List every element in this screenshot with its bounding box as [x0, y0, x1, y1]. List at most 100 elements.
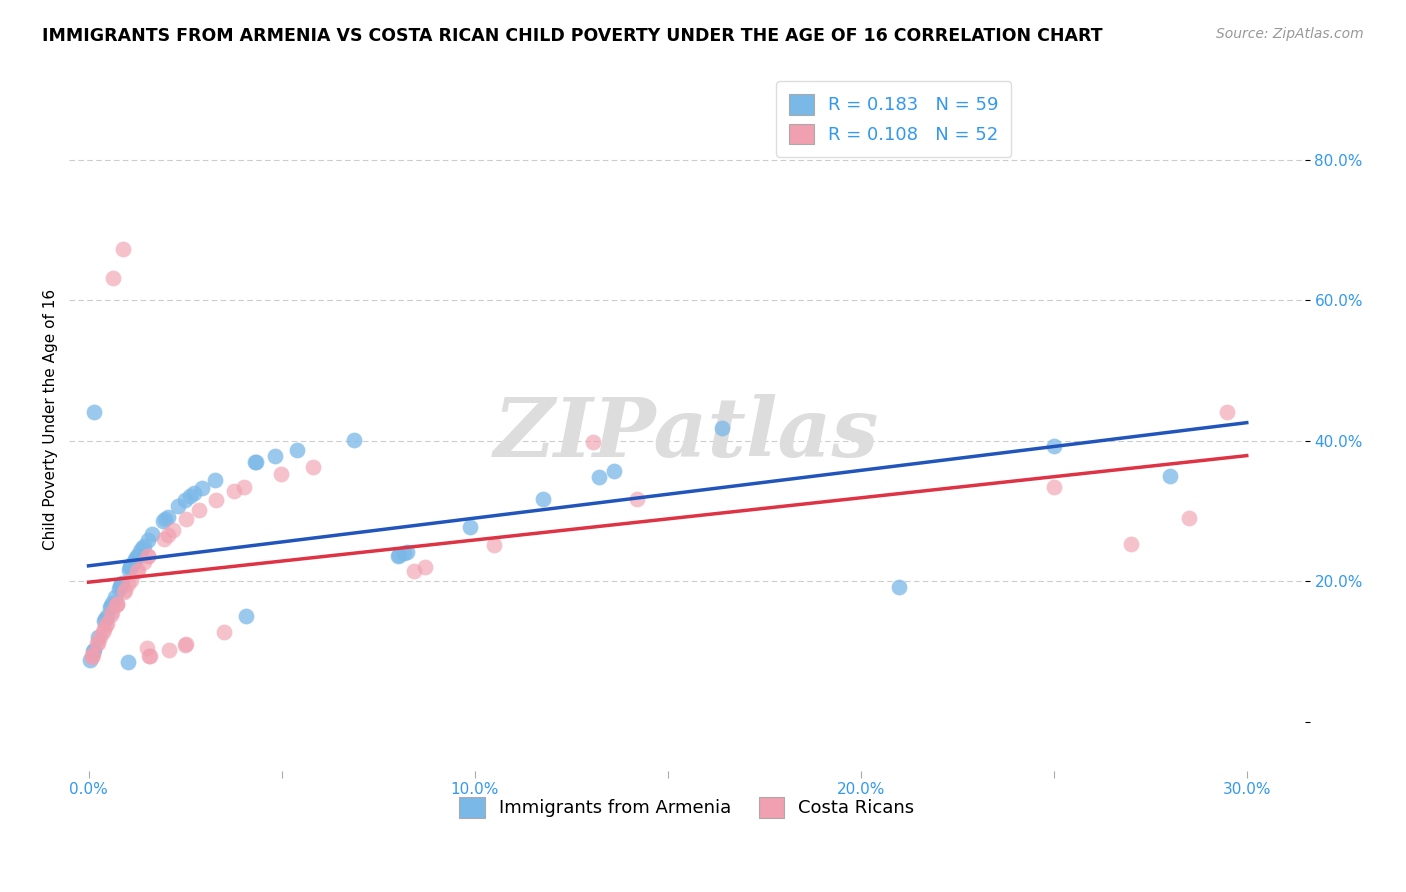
- Point: [395, 545, 418, 559]
- Point: [83, 642, 105, 657]
- Point: [889, 580, 911, 594]
- Point: [124, 551, 146, 566]
- Point: [104, 598, 127, 612]
- Point: [141, 527, 163, 541]
- Point: [301, 460, 323, 475]
- Point: [82, 648, 104, 662]
- Point: [204, 473, 226, 487]
- Point: [96, 615, 118, 630]
- Point: [120, 574, 142, 588]
- Point: [174, 637, 197, 651]
- Text: Source: ZipAtlas.com: Source: ZipAtlas.com: [1216, 27, 1364, 41]
- Text: ZIPatlas: ZIPatlas: [494, 393, 880, 474]
- Point: [125, 549, 148, 564]
- Point: [117, 577, 139, 591]
- Point: [402, 564, 425, 578]
- Point: [110, 578, 132, 592]
- Point: [107, 582, 129, 596]
- Point: [245, 454, 267, 468]
- Point: [86, 636, 108, 650]
- Text: IMMIGRANTS FROM ARMENIA VS COSTA RICAN CHILD POVERTY UNDER THE AGE OF 16 CORRELA: IMMIGRANTS FROM ARMENIA VS COSTA RICAN C…: [42, 27, 1102, 45]
- Point: [125, 549, 148, 564]
- Point: [86, 636, 108, 650]
- Point: [232, 480, 254, 494]
- Point: [105, 597, 128, 611]
- Point: [110, 577, 132, 591]
- Point: [91, 624, 114, 639]
- Point: [162, 523, 184, 537]
- Point: [100, 607, 122, 622]
- Point: [100, 599, 122, 613]
- Point: [152, 515, 174, 529]
- Y-axis label: Child Poverty Under the Age of 16: Child Poverty Under the Age of 16: [44, 289, 58, 550]
- Point: [122, 555, 145, 569]
- Point: [94, 612, 117, 626]
- Point: [174, 512, 197, 526]
- Point: [132, 539, 155, 553]
- Point: [83, 405, 105, 419]
- Point: [413, 560, 436, 574]
- Point: [460, 520, 482, 534]
- Point: [79, 653, 101, 667]
- Point: [94, 618, 117, 632]
- Point: [179, 489, 201, 503]
- Point: [121, 557, 143, 571]
- Point: [117, 655, 139, 669]
- Point: [82, 648, 104, 663]
- Point: [96, 608, 118, 623]
- Point: [204, 492, 226, 507]
- Point: [711, 421, 734, 435]
- Point: [108, 579, 131, 593]
- Point: [101, 605, 124, 619]
- Point: [82, 644, 104, 658]
- Point: [156, 509, 179, 524]
- Point: [103, 270, 125, 285]
- Point: [120, 560, 142, 574]
- Point: [263, 449, 285, 463]
- Point: [214, 624, 236, 639]
- Point: [93, 614, 115, 628]
- Point: [387, 549, 409, 563]
- Point: [157, 642, 180, 657]
- Point: [112, 242, 135, 256]
- Point: [155, 512, 177, 526]
- Point: [114, 583, 136, 598]
- Point: [104, 591, 127, 605]
- Point: [343, 433, 366, 447]
- Point: [533, 491, 555, 506]
- Point: [285, 443, 308, 458]
- Point: [626, 491, 648, 506]
- Point: [136, 549, 159, 564]
- Point: [153, 532, 176, 546]
- Point: [174, 493, 197, 508]
- Point: [1042, 439, 1064, 453]
- Point: [482, 538, 505, 552]
- Point: [602, 464, 624, 478]
- Point: [1042, 480, 1064, 494]
- Point: [93, 623, 115, 637]
- Point: [224, 483, 246, 498]
- Point: [131, 541, 153, 555]
- Point: [394, 546, 416, 560]
- Point: [270, 467, 292, 482]
- Point: [101, 596, 124, 610]
- Point: [173, 638, 195, 652]
- Point: [98, 600, 121, 615]
- Point: [105, 597, 128, 611]
- Point: [112, 584, 135, 599]
- Point: [120, 560, 142, 574]
- Point: [1178, 510, 1201, 524]
- Point: [138, 648, 160, 663]
- Point: [89, 630, 111, 644]
- Point: [120, 558, 142, 573]
- Point: [183, 486, 205, 500]
- Point: [245, 455, 267, 469]
- Point: [187, 503, 209, 517]
- Point: [129, 544, 152, 558]
- Point: [87, 630, 110, 644]
- Point: [111, 575, 134, 590]
- Point: [388, 549, 411, 563]
- Point: [125, 564, 148, 578]
- Point: [1159, 469, 1181, 483]
- Point: [582, 434, 605, 449]
